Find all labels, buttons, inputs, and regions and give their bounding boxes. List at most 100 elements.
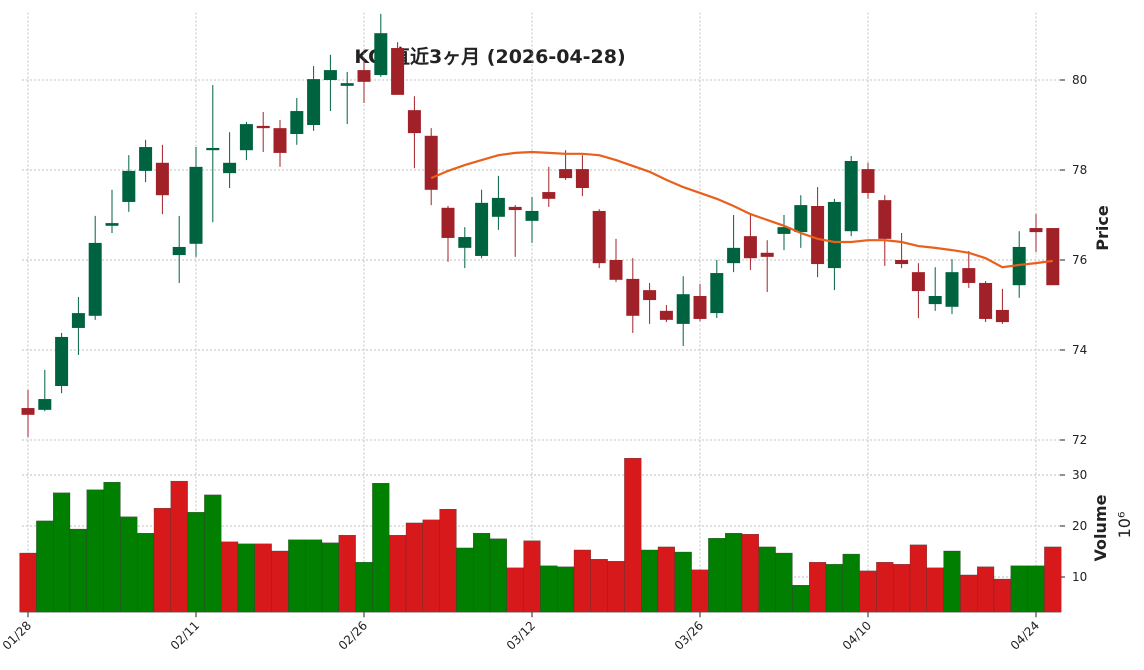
candle-body — [189, 166, 203, 244]
volume-bar — [506, 567, 524, 613]
candle-body — [592, 210, 606, 264]
volume-bar — [254, 543, 272, 613]
candle-body — [256, 125, 270, 129]
volume-bar — [153, 507, 171, 613]
volume-bar — [271, 550, 289, 613]
y-tick-label: 80 — [1072, 73, 1087, 87]
candle-body — [290, 111, 304, 134]
candle-body — [475, 202, 489, 256]
volume-bar — [758, 546, 776, 613]
candle-body — [172, 246, 186, 256]
candle-body — [1029, 228, 1043, 233]
candle-body — [962, 268, 976, 283]
volume-bar — [775, 552, 793, 613]
volume-bar — [943, 550, 961, 613]
volume-bar — [338, 535, 356, 613]
candle-body — [979, 282, 993, 319]
candle-body — [273, 128, 287, 153]
candle-body — [643, 290, 657, 301]
volume-bar — [355, 562, 373, 613]
candle-body — [206, 147, 220, 151]
candle-body — [575, 169, 589, 188]
y-tick-label: 74 — [1072, 343, 1087, 357]
volume-bar — [960, 574, 978, 613]
x-tick-label: 02/11 — [168, 618, 202, 652]
candle-body — [659, 310, 673, 320]
candle-body — [122, 170, 136, 202]
volume-bar — [439, 509, 457, 613]
volume-bar — [523, 540, 541, 613]
volume-bar — [53, 492, 71, 613]
volume-bar — [137, 532, 155, 613]
volume-bar — [36, 520, 54, 613]
volume-bar — [741, 534, 759, 613]
volume-bar — [204, 494, 222, 613]
chart-title: KO 直近3ヶ月 (2026-04-28) — [354, 45, 625, 68]
volume-bar — [489, 538, 507, 613]
candle-body — [710, 273, 724, 314]
volume-bar — [19, 552, 37, 613]
volume-bar — [187, 512, 205, 613]
candle-body — [139, 147, 153, 171]
x-tick-label: 02/26 — [336, 618, 370, 652]
candle-body — [811, 206, 825, 265]
candle-body — [827, 201, 841, 269]
candle-body — [323, 70, 337, 80]
candle-body — [441, 207, 455, 238]
volume-bar — [170, 480, 188, 613]
candle-body — [88, 242, 102, 316]
x-tick-label: 04/24 — [1008, 618, 1042, 652]
volume-bar — [1044, 546, 1062, 613]
candle-body — [777, 227, 791, 234]
volume-bar — [389, 535, 407, 613]
volume-bar — [120, 516, 138, 613]
volume-bar — [456, 547, 474, 613]
y2-tick-label: 20 — [1072, 519, 1087, 533]
y-tick-label: 78 — [1072, 163, 1087, 177]
candle-body — [928, 296, 942, 305]
y2-tick-label: 10 — [1072, 570, 1087, 584]
volume-bar — [708, 538, 726, 613]
candle-body — [155, 162, 169, 196]
volume-bar — [926, 567, 944, 613]
volume-bar — [86, 489, 104, 613]
volume-bar — [237, 543, 255, 613]
volume-bar — [977, 566, 995, 613]
volume-bar — [674, 551, 692, 613]
candle-body — [911, 272, 925, 292]
candle-body — [760, 252, 774, 257]
candle-body — [895, 260, 909, 265]
volume-bar — [540, 565, 558, 613]
volume-bar — [641, 549, 659, 613]
y2-offset-label: 10⁶ — [1115, 512, 1134, 539]
volume-bar — [590, 559, 608, 613]
candle-body — [676, 294, 690, 324]
candle-body — [38, 399, 52, 410]
x-tick-label: 03/26 — [672, 618, 706, 652]
candle-body — [861, 169, 875, 193]
volume-bar — [305, 539, 323, 613]
volume-bar — [909, 544, 927, 613]
candle-body — [307, 79, 321, 125]
volume-bar — [372, 483, 390, 613]
volume-bar — [221, 541, 239, 613]
volume-bar — [893, 564, 911, 613]
candle-body — [609, 260, 623, 280]
volume-bar — [69, 528, 87, 613]
volume-bar — [321, 542, 339, 613]
candle-body — [743, 236, 757, 259]
volume-bar — [825, 564, 843, 613]
candle-body — [105, 223, 119, 226]
candle-body — [525, 210, 539, 221]
volume-bar — [607, 561, 625, 613]
moving-average-line — [430, 150, 1053, 269]
volume-bar — [103, 481, 121, 613]
candle-body — [626, 278, 640, 316]
candle-body — [1046, 228, 1060, 286]
y-tick-label: 76 — [1072, 253, 1087, 267]
candle-body — [391, 48, 405, 95]
y-axis-label: Price — [1093, 205, 1112, 251]
volume-bar — [809, 562, 827, 613]
candle-body — [458, 237, 472, 248]
